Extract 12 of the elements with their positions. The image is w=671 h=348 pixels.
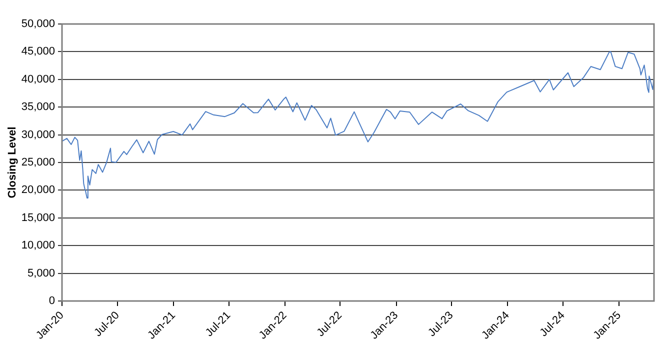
y-tick-label: 10,000 [21, 240, 55, 252]
y-tick-label: 40,000 [21, 73, 55, 86]
y-tick-label: 5,000 [27, 267, 55, 280]
y-tick-label: 45,000 [21, 46, 55, 58]
y-tick-label: 15,000 [21, 212, 55, 224]
y-tick-label: 25,000 [21, 156, 55, 169]
y-tick-label: 20,000 [21, 184, 55, 196]
y-tick-label: 0 [48, 295, 55, 308]
y-tick-label: 50,000 [21, 18, 55, 30]
y-tick-label: 35,000 [21, 101, 55, 114]
y-axis-title: Closing Level [6, 126, 19, 198]
y-tick-label: 30,000 [21, 128, 55, 141]
